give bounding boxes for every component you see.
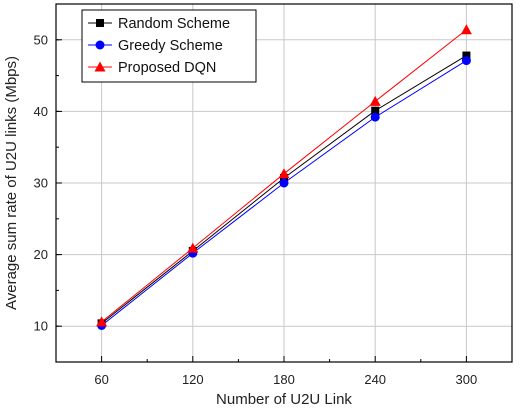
y-tick-label: 20 (34, 247, 48, 262)
data-point (187, 242, 199, 253)
data-point (278, 168, 290, 179)
y-tick-label: 40 (34, 104, 48, 119)
legend-item: Random Scheme (88, 16, 230, 32)
legend: Random Scheme Greedy Scheme Proposed DQN (81, 9, 257, 83)
legend-marker (96, 19, 104, 27)
data-point (370, 112, 380, 122)
x-tick-label: 120 (182, 372, 204, 387)
series-triangle (96, 24, 472, 327)
data-point (461, 56, 471, 66)
series-circle (97, 56, 471, 330)
legend-label: Random Scheme (118, 16, 230, 32)
x-tick-label: 60 (94, 372, 108, 387)
x-tick-label: 180 (273, 372, 295, 387)
x-axis-title: Number of U2U Link (216, 391, 352, 408)
legend-marker (94, 61, 106, 72)
data-point (96, 316, 108, 327)
legend-marker (95, 40, 105, 50)
legend-label: Proposed DQN (118, 60, 216, 76)
legend-label: Greedy Scheme (118, 38, 223, 54)
legend-item: Greedy Scheme (88, 38, 223, 54)
series (96, 24, 472, 330)
legend-item: Proposed DQN (88, 60, 216, 76)
data-point (279, 178, 289, 188)
y-axis-title: Average sum rate of U2U links (Mbps) (3, 56, 20, 310)
data-point (371, 106, 380, 115)
axis-ticks: 60 120 180 240 300 10 20 30 40 50 (34, 32, 478, 387)
y-tick-label: 10 (34, 319, 48, 334)
legend-box (81, 9, 257, 83)
data-point (462, 51, 471, 60)
y-tick-label: 30 (34, 176, 48, 191)
data-point (460, 24, 472, 35)
data-point (369, 95, 381, 106)
y-tick-label: 50 (34, 32, 48, 47)
x-tick-label: 240 (364, 372, 386, 387)
x-tick-label: 300 (456, 372, 478, 387)
